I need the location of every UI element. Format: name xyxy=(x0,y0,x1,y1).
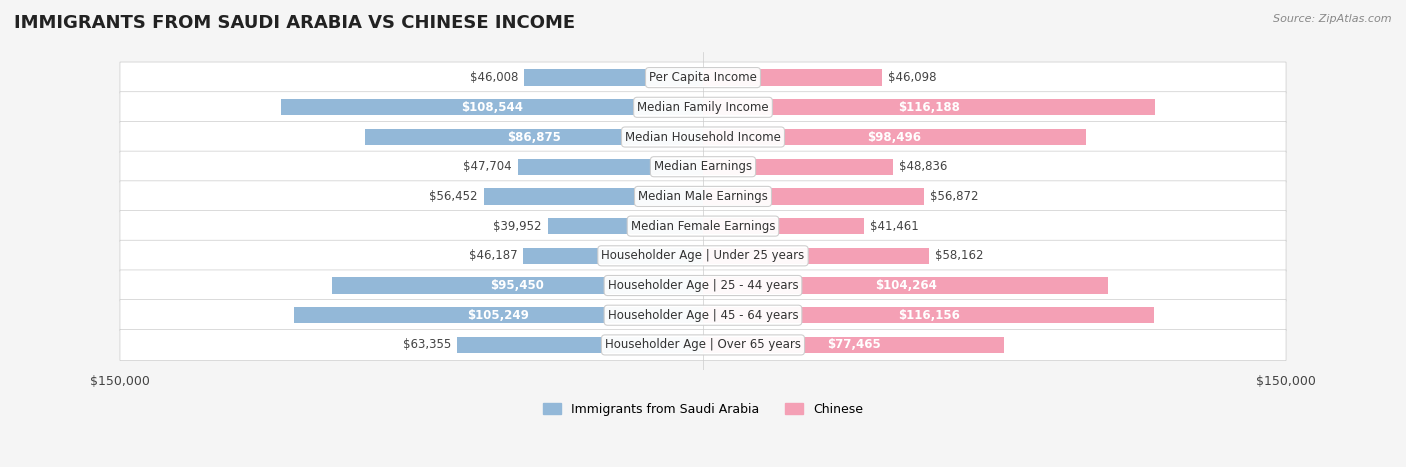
Bar xyxy=(703,337,1004,353)
Text: $39,952: $39,952 xyxy=(494,219,541,233)
Bar xyxy=(703,218,865,234)
Text: $116,156: $116,156 xyxy=(898,309,960,322)
Bar xyxy=(703,129,1085,145)
Text: $77,465: $77,465 xyxy=(827,339,880,352)
Bar xyxy=(548,218,703,234)
Bar xyxy=(703,70,882,86)
Text: $116,188: $116,188 xyxy=(898,101,960,114)
Text: $108,544: $108,544 xyxy=(461,101,523,114)
Bar xyxy=(484,188,703,205)
Bar xyxy=(294,307,703,323)
Bar xyxy=(703,277,1108,294)
Bar xyxy=(281,99,703,115)
Text: Median Earnings: Median Earnings xyxy=(654,160,752,173)
FancyBboxPatch shape xyxy=(120,121,1286,153)
FancyBboxPatch shape xyxy=(120,300,1286,331)
Text: Householder Age | Under 25 years: Householder Age | Under 25 years xyxy=(602,249,804,262)
Text: Householder Age | 45 - 64 years: Householder Age | 45 - 64 years xyxy=(607,309,799,322)
Bar xyxy=(517,158,703,175)
Text: $56,872: $56,872 xyxy=(929,190,979,203)
Text: $63,355: $63,355 xyxy=(402,339,451,352)
FancyBboxPatch shape xyxy=(120,211,1286,242)
Text: $47,704: $47,704 xyxy=(463,160,512,173)
Text: $56,452: $56,452 xyxy=(429,190,478,203)
Text: $48,836: $48,836 xyxy=(898,160,948,173)
Text: $95,450: $95,450 xyxy=(491,279,544,292)
FancyBboxPatch shape xyxy=(120,181,1286,212)
Bar xyxy=(703,99,1154,115)
Text: $98,496: $98,496 xyxy=(868,130,921,143)
Bar xyxy=(703,188,924,205)
FancyBboxPatch shape xyxy=(120,270,1286,301)
Bar xyxy=(457,337,703,353)
Bar xyxy=(332,277,703,294)
Text: Householder Age | Over 65 years: Householder Age | Over 65 years xyxy=(605,339,801,352)
Text: Source: ZipAtlas.com: Source: ZipAtlas.com xyxy=(1274,14,1392,24)
FancyBboxPatch shape xyxy=(120,92,1286,123)
Bar xyxy=(524,70,703,86)
Bar xyxy=(366,129,703,145)
Legend: Immigrants from Saudi Arabia, Chinese: Immigrants from Saudi Arabia, Chinese xyxy=(537,398,869,421)
FancyBboxPatch shape xyxy=(120,240,1286,271)
Text: IMMIGRANTS FROM SAUDI ARABIA VS CHINESE INCOME: IMMIGRANTS FROM SAUDI ARABIA VS CHINESE … xyxy=(14,14,575,32)
Text: Median Male Earnings: Median Male Earnings xyxy=(638,190,768,203)
Text: Median Female Earnings: Median Female Earnings xyxy=(631,219,775,233)
Text: $58,162: $58,162 xyxy=(935,249,983,262)
Bar xyxy=(703,307,1154,323)
Text: Per Capita Income: Per Capita Income xyxy=(650,71,756,84)
FancyBboxPatch shape xyxy=(120,329,1286,361)
Bar xyxy=(703,248,929,264)
Bar xyxy=(523,248,703,264)
Text: $46,098: $46,098 xyxy=(889,71,936,84)
Text: $105,249: $105,249 xyxy=(468,309,530,322)
FancyBboxPatch shape xyxy=(120,62,1286,93)
Text: Householder Age | 25 - 44 years: Householder Age | 25 - 44 years xyxy=(607,279,799,292)
Text: $46,187: $46,187 xyxy=(470,249,517,262)
Text: Median Family Income: Median Family Income xyxy=(637,101,769,114)
Bar xyxy=(703,158,893,175)
FancyBboxPatch shape xyxy=(120,151,1286,182)
Text: Median Household Income: Median Household Income xyxy=(626,130,780,143)
Text: $86,875: $86,875 xyxy=(508,130,561,143)
Text: $104,264: $104,264 xyxy=(875,279,936,292)
Text: $46,008: $46,008 xyxy=(470,71,519,84)
Text: $41,461: $41,461 xyxy=(870,219,918,233)
